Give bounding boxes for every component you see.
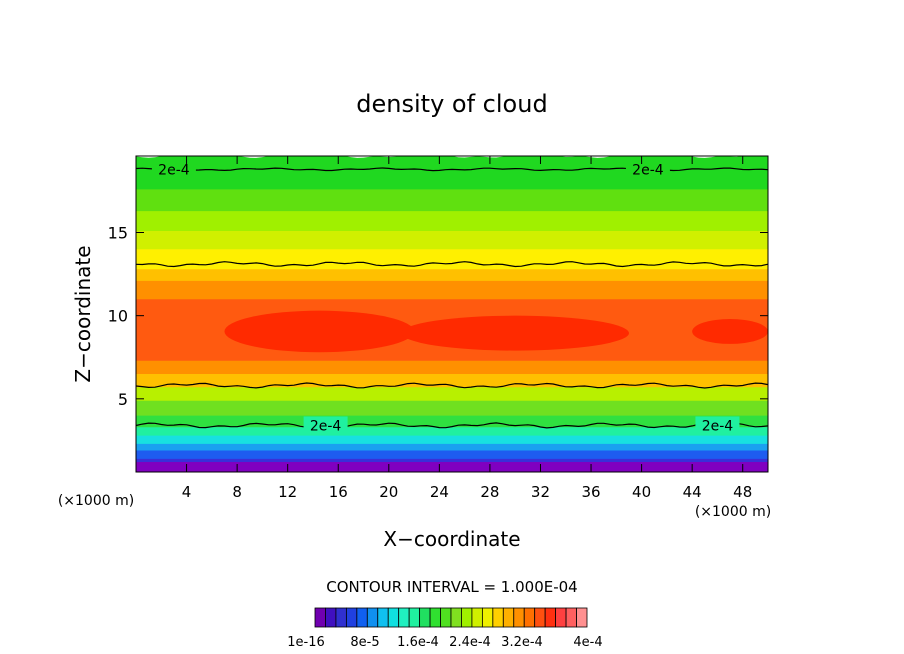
colorbar-swatch-6 <box>377 607 389 628</box>
x-unit-right: (×1000 m) <box>695 504 771 520</box>
colorbar-swatch-23 <box>555 607 567 628</box>
contour-label-bg-3 <box>695 416 740 433</box>
chart-title: density of cloud <box>356 90 547 118</box>
contour-interval-text: CONTOUR INTERVAL = 1.000E-04 <box>326 578 577 596</box>
contour-label-bg-1 <box>625 160 670 177</box>
contour-label-3: 2e-4 <box>702 418 734 434</box>
x-tick-label-9: 40 <box>632 483 651 501</box>
colorbar-swatch-8 <box>398 607 410 628</box>
core-region-0 <box>224 310 415 353</box>
colorbar-swatch-13 <box>450 607 462 628</box>
x-tick-label-2: 12 <box>278 483 297 501</box>
colorbar-swatch-20 <box>523 607 536 628</box>
colorbar-swatch-18 <box>502 607 515 628</box>
colorbar-label-3: 2.4e-4 <box>449 635 491 650</box>
colorbar-label-0: 1e-16 <box>287 635 325 650</box>
x-tick-label-3: 16 <box>329 483 348 501</box>
x-tick-label-4: 20 <box>379 483 398 501</box>
colorbar-swatch-21 <box>534 607 546 628</box>
colorbar <box>314 607 588 628</box>
colorbar-swatch-17 <box>492 607 504 628</box>
y-axis-label: Z−coordinate <box>71 245 95 382</box>
contour-band-base <box>136 462 768 472</box>
colorbar-swatch-9 <box>408 607 421 628</box>
colorbar-label-1: 8e-5 <box>350 635 379 650</box>
colorbar-swatch-25 <box>576 607 588 628</box>
colorbar-swatch-12 <box>440 607 452 628</box>
y-tick-label-0: 5 <box>118 390 128 409</box>
colorbar-swatch-11 <box>429 607 441 628</box>
x-tick-label-8: 36 <box>581 483 600 501</box>
x-tick-label-11: 48 <box>733 483 752 501</box>
colorbar-swatch-10 <box>419 607 431 628</box>
colorbar-swatch-5 <box>366 607 379 628</box>
contour-labels: 2e-4 2e-4 2e-4 2e-4 <box>151 160 740 434</box>
contour-label-2: 2e-4 <box>310 418 342 434</box>
colorbar-swatch-19 <box>513 607 525 628</box>
colorbar-swatch-1 <box>325 607 337 628</box>
colorbar-label-5: 4e-4 <box>573 635 602 650</box>
colorbar-swatch-22 <box>544 607 557 628</box>
colorbar-swatch-14 <box>461 607 473 628</box>
contour-line-3 <box>135 422 769 429</box>
colorbar-swatch-16 <box>481 607 494 628</box>
contour-label-1: 2e-4 <box>632 162 664 178</box>
x-tick-label-5: 24 <box>430 483 449 501</box>
x-unit-left: (×1000 m) <box>58 493 134 509</box>
colorbar-swatch-3 <box>345 607 358 628</box>
x-axis-label: X−coordinate <box>383 527 520 551</box>
colorbar-swatch-4 <box>356 607 368 628</box>
x-tick-label-1: 8 <box>232 483 242 501</box>
contour-label-bg-2 <box>303 416 348 433</box>
y-tick-label-1: 10 <box>108 307 128 326</box>
colorbar-swatch-7 <box>387 607 400 628</box>
colorbar-swatch-15 <box>471 607 483 628</box>
colorbar-swatch-2 <box>335 607 347 628</box>
x-tick-label-7: 32 <box>531 483 550 501</box>
colorbar-label-2: 1.6e-4 <box>397 635 439 650</box>
plot-area <box>136 156 768 472</box>
contour-band-17 <box>136 182 768 212</box>
colorbar-label-4: 3.2e-4 <box>501 635 543 650</box>
colorbar-labels: 1e-16 8e-5 1.6e-4 2.4e-4 3.2e-4 4e-4 <box>287 635 602 650</box>
x-tick-label-6: 28 <box>480 483 499 501</box>
x-tick-label-0: 4 <box>182 483 192 501</box>
colorbar-swatch-24 <box>565 607 577 628</box>
core-region-2 <box>692 318 768 344</box>
x-tick-label-10: 44 <box>683 483 702 501</box>
contour-band-18 <box>136 156 768 190</box>
y-tick-label-2: 15 <box>108 224 128 243</box>
plot-frame <box>135 155 769 473</box>
colorbar-swatch-0 <box>314 607 326 628</box>
core-region-1 <box>401 315 629 351</box>
contour-label-bg-0 <box>151 160 196 177</box>
contour-line-2 <box>135 382 769 389</box>
contour-label-0: 2e-4 <box>158 162 190 178</box>
contour-line-1 <box>135 261 769 268</box>
